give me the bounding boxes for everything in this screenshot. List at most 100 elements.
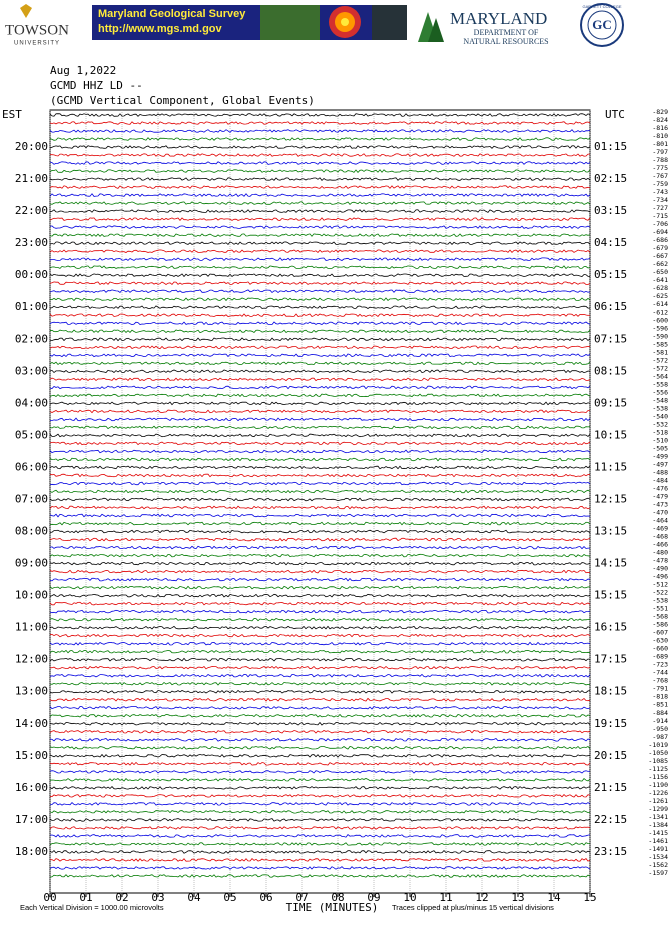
- trace-offset: -801: [652, 140, 668, 148]
- dnr-title: MARYLAND: [450, 9, 547, 28]
- trace-offset: -723: [652, 661, 668, 669]
- gc-ring: GARRETT COLLEGE: [582, 4, 621, 9]
- dnr-sub1: DEPARTMENT OF: [474, 28, 539, 37]
- trace-offset: -851: [652, 701, 668, 709]
- trace-offset: -914: [652, 717, 668, 725]
- trace-offset: -1384: [648, 821, 668, 829]
- trace: [49, 185, 591, 189]
- left-axis-label: EST: [2, 108, 22, 121]
- trace-offset: -479: [652, 492, 668, 500]
- trace-offset: -630: [652, 637, 668, 645]
- trace: [49, 369, 591, 374]
- left-time-label: 10:00: [15, 589, 48, 602]
- dnr-logo: MARYLAND DEPARTMENT OF NATURAL RESOURCES: [418, 9, 549, 46]
- trace: [49, 513, 591, 518]
- trace: [49, 353, 591, 358]
- x-tick-label: 12: [475, 891, 488, 904]
- trace: [49, 770, 591, 774]
- towson-logo: TOWSON UNIVERSITY: [5, 4, 69, 47]
- trace-offset: -590: [652, 332, 668, 340]
- clip-note: Traces clipped at plus/minus 15 vertical…: [392, 903, 554, 912]
- trace-offset: -715: [652, 212, 668, 220]
- trace: [49, 273, 591, 278]
- trace-offset: -791: [652, 685, 668, 693]
- trace: [49, 641, 591, 646]
- trace: [49, 121, 591, 125]
- trace-offset: -466: [652, 541, 668, 549]
- x-tick-label: 07: [295, 891, 308, 904]
- trace-offset: -497: [652, 460, 668, 468]
- x-tick-label: 06: [259, 891, 272, 904]
- trace: [49, 361, 591, 366]
- trace: [49, 441, 591, 446]
- traces: [49, 113, 591, 878]
- trace-offset: -744: [652, 669, 668, 677]
- left-time-label: 13:00: [15, 685, 48, 698]
- trace-offset: -884: [652, 709, 668, 717]
- left-time-label: 07:00: [15, 492, 48, 505]
- trace: [49, 257, 591, 261]
- right-time-label: 09:15: [594, 396, 627, 409]
- trace: [49, 858, 591, 862]
- left-time-label: 20:00: [15, 140, 48, 153]
- trace-offset: -1261: [648, 797, 668, 805]
- trace-offset: -797: [652, 148, 668, 156]
- trace: [49, 721, 591, 726]
- trace: [49, 385, 591, 390]
- trace-offset: -473: [652, 500, 668, 508]
- right-axis-label: UTC: [605, 108, 625, 121]
- trace: [49, 313, 591, 317]
- trace: [49, 193, 591, 198]
- trace-offset: -706: [652, 220, 668, 228]
- trace: [49, 537, 591, 542]
- trace-offset: -490: [652, 565, 668, 573]
- right-time-label: 16:15: [594, 621, 627, 634]
- trace: [49, 521, 591, 526]
- trace: [49, 850, 591, 854]
- trace: [49, 433, 591, 438]
- trace: [50, 153, 590, 157]
- trace: [49, 834, 591, 838]
- left-time-label: 23:00: [15, 236, 48, 249]
- x-tick-label: 11: [439, 891, 452, 904]
- trace: [49, 617, 591, 622]
- trace-offset: -510: [652, 436, 668, 444]
- trace: [49, 177, 591, 181]
- right-time-label: 02:15: [594, 172, 627, 185]
- right-time-label: 17:15: [594, 653, 627, 666]
- trace-offset: -499: [652, 452, 668, 460]
- trace: [49, 161, 591, 165]
- trace: [49, 657, 591, 662]
- trace-offset: -810: [652, 132, 668, 140]
- trace: [49, 217, 591, 222]
- trace: [49, 297, 591, 302]
- trace-offset: -1597: [648, 869, 668, 877]
- trace: [49, 625, 591, 630]
- right-time-label: 06:15: [594, 300, 627, 313]
- trace: [49, 401, 591, 406]
- trace: [49, 866, 591, 870]
- trace-offset: -775: [652, 164, 668, 172]
- trace-offset: -522: [652, 589, 668, 597]
- trace: [49, 761, 591, 766]
- chart-title: Aug 1,2022: [50, 64, 116, 77]
- trace: [49, 497, 591, 502]
- trace-offset: -607: [652, 629, 668, 637]
- left-time-label: 02:00: [15, 332, 48, 345]
- trace-offset: -987: [652, 733, 668, 741]
- trace: [49, 457, 591, 462]
- trace: [49, 473, 591, 478]
- left-time-label: 05:00: [15, 428, 48, 441]
- trace-offset: -505: [652, 444, 668, 452]
- trace-offset: -950: [652, 725, 668, 733]
- trace-offset: -480: [652, 549, 668, 557]
- right-time-label: 11:15: [594, 460, 627, 473]
- left-time-label: 21:00: [15, 172, 48, 185]
- trace-offset: -734: [652, 196, 668, 204]
- trace-offset: -496: [652, 573, 668, 581]
- trace: [49, 673, 591, 678]
- trace-offset: -470: [652, 509, 668, 517]
- chart-description: (GCMD Vertical Component, Global Events): [50, 94, 315, 107]
- trace-offset: -625: [652, 292, 668, 300]
- x-tick-label: 10: [403, 891, 416, 904]
